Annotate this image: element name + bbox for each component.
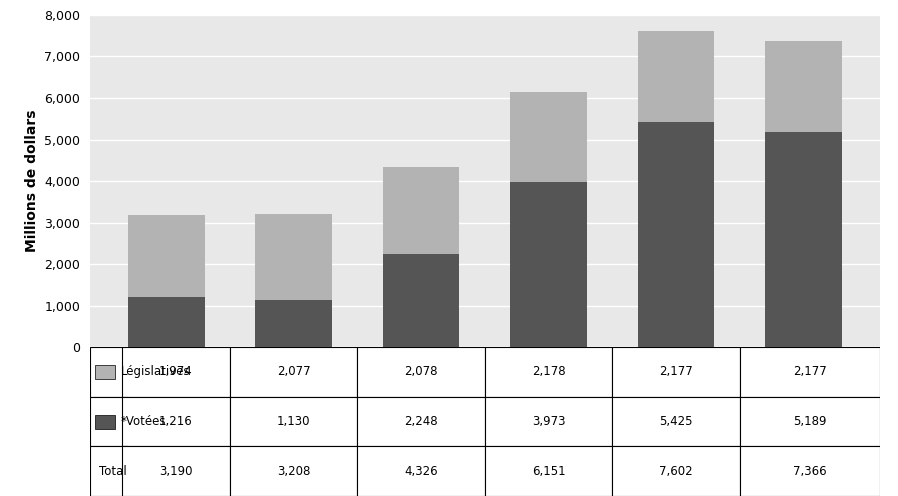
Bar bbox=[121, 446, 230, 496]
Text: Total: Total bbox=[99, 465, 127, 478]
Bar bbox=[510, 182, 587, 347]
Bar bbox=[383, 168, 460, 254]
Text: 6,151: 6,151 bbox=[532, 465, 566, 478]
Text: Législatives: Législatives bbox=[121, 366, 190, 378]
Text: 1,216: 1,216 bbox=[159, 415, 193, 428]
Text: 5,189: 5,189 bbox=[793, 415, 827, 428]
Bar bbox=[256, 214, 332, 300]
Bar bbox=[90, 397, 128, 446]
Text: 1,974: 1,974 bbox=[159, 366, 193, 378]
Text: 2,178: 2,178 bbox=[532, 366, 566, 378]
Bar bbox=[765, 131, 841, 347]
Bar bbox=[485, 446, 612, 496]
Bar bbox=[95, 415, 115, 429]
Bar bbox=[485, 397, 612, 446]
Bar bbox=[128, 297, 205, 347]
Text: 1,130: 1,130 bbox=[277, 415, 311, 428]
Bar bbox=[128, 215, 205, 297]
Text: 2,077: 2,077 bbox=[277, 366, 311, 378]
Bar bbox=[740, 446, 880, 496]
Bar bbox=[90, 347, 128, 397]
Text: 7,602: 7,602 bbox=[659, 465, 693, 478]
Text: 7,366: 7,366 bbox=[793, 465, 827, 478]
Text: 3,190: 3,190 bbox=[159, 465, 192, 478]
Bar bbox=[256, 300, 332, 347]
Text: 2,177: 2,177 bbox=[659, 366, 693, 378]
Bar bbox=[638, 122, 714, 347]
Text: 4,326: 4,326 bbox=[404, 465, 438, 478]
Bar bbox=[510, 92, 587, 182]
Text: *Votées: *Votées bbox=[121, 415, 166, 428]
Bar bbox=[485, 347, 612, 397]
Bar bbox=[638, 31, 714, 122]
Y-axis label: Millions de dollars: Millions de dollars bbox=[24, 110, 39, 252]
Bar bbox=[765, 41, 841, 131]
Bar bbox=[357, 347, 485, 397]
Bar bbox=[121, 347, 230, 397]
Bar bbox=[357, 446, 485, 496]
Bar bbox=[230, 397, 357, 446]
Bar bbox=[90, 446, 128, 496]
Bar bbox=[612, 446, 740, 496]
Bar bbox=[383, 254, 460, 347]
Text: 5,425: 5,425 bbox=[659, 415, 693, 428]
Bar bbox=[230, 446, 357, 496]
Text: 2,248: 2,248 bbox=[404, 415, 438, 428]
Bar bbox=[230, 347, 357, 397]
Bar bbox=[95, 365, 115, 379]
Bar bbox=[121, 397, 230, 446]
Bar bbox=[612, 347, 740, 397]
Text: 2,177: 2,177 bbox=[793, 366, 827, 378]
Text: 3,208: 3,208 bbox=[277, 465, 311, 478]
Text: 2,078: 2,078 bbox=[404, 366, 438, 378]
Text: 3,973: 3,973 bbox=[532, 415, 566, 428]
Bar bbox=[357, 397, 485, 446]
Bar bbox=[740, 397, 880, 446]
Bar bbox=[740, 347, 880, 397]
Bar bbox=[612, 397, 740, 446]
